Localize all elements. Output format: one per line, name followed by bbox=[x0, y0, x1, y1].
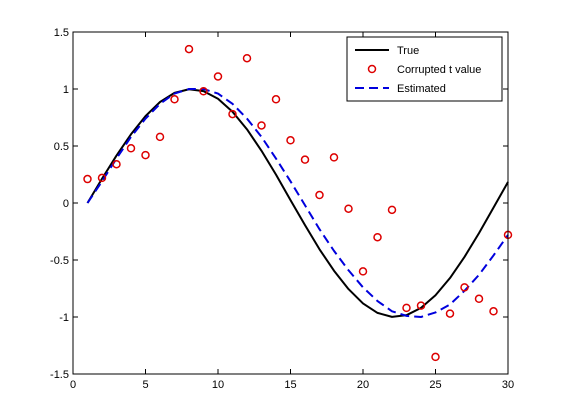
x-tick-label: 10 bbox=[212, 379, 224, 391]
x-tick-label: 0 bbox=[70, 379, 76, 391]
x-tick-label: 25 bbox=[429, 379, 441, 391]
axes-layer: 0 5 10 15 20 25 30 -1.5 -1 -0.5 0 0.5 1 1.5 bbox=[50, 27, 514, 391]
data-point-corrupted bbox=[387, 205, 397, 215]
data-point-corrupted bbox=[184, 44, 194, 54]
data-point-corrupted bbox=[228, 109, 237, 119]
y-tick-label: -1.5 bbox=[50, 369, 69, 381]
series-line-true bbox=[86, 88, 509, 318]
series-line-estimated bbox=[86, 88, 509, 318]
data-point-corrupted bbox=[126, 144, 136, 153]
legend-label-true: True bbox=[397, 45, 419, 57]
data-point-corrupted bbox=[402, 303, 411, 313]
data-point-corrupted bbox=[170, 95, 179, 104]
data-point-corrupted bbox=[286, 136, 295, 145]
data-point-corrupted bbox=[271, 95, 281, 104]
data-point-corrupted bbox=[300, 155, 310, 164]
legend-label-corrupted: Corrupted t value bbox=[397, 64, 481, 76]
data-point-corrupted bbox=[112, 159, 121, 169]
data-point-corrupted bbox=[155, 132, 165, 142]
data-point-corrupted bbox=[474, 294, 484, 304]
y-tick-label: 1 bbox=[63, 84, 69, 96]
data-point-corrupted bbox=[83, 174, 92, 184]
x-tick-label: 15 bbox=[284, 379, 296, 391]
x-tick-label: 5 bbox=[142, 379, 148, 391]
data-point-corrupted bbox=[199, 87, 208, 96]
y-tick-label: 0.5 bbox=[54, 141, 69, 153]
data-point-corrupted bbox=[445, 309, 455, 318]
data-point-corrupted bbox=[141, 150, 150, 160]
y-tick-label: 1.5 bbox=[54, 27, 69, 39]
y-tick-label: 0 bbox=[63, 198, 69, 210]
data-point-corrupted bbox=[431, 352, 440, 362]
data-point-corrupted bbox=[358, 267, 368, 276]
data-point-corrupted bbox=[315, 190, 324, 200]
data-point-corrupted bbox=[344, 204, 353, 213]
legend-swatch-corrupted bbox=[367, 64, 377, 74]
data-point-corrupted bbox=[416, 301, 426, 310]
data-point-corrupted bbox=[97, 173, 107, 183]
data-point-corrupted bbox=[489, 307, 498, 316]
legend-box bbox=[346, 36, 503, 102]
series-layer bbox=[83, 44, 513, 362]
x-tick-label: 30 bbox=[502, 379, 514, 391]
data-point-corrupted bbox=[373, 232, 382, 242]
data-point-corrupted bbox=[329, 153, 339, 162]
legend-label-estimated: Estimated bbox=[397, 83, 446, 95]
data-point-corrupted bbox=[257, 121, 266, 130]
data-point-corrupted bbox=[242, 53, 252, 63]
data-point-corrupted bbox=[460, 283, 469, 292]
x-tick-label: 20 bbox=[357, 379, 369, 391]
y-tick-label: -1 bbox=[59, 312, 69, 324]
y-tick-label: -0.5 bbox=[50, 255, 69, 267]
legend: True Corrupted t value Estimated bbox=[346, 36, 503, 102]
data-point-corrupted bbox=[213, 72, 223, 81]
